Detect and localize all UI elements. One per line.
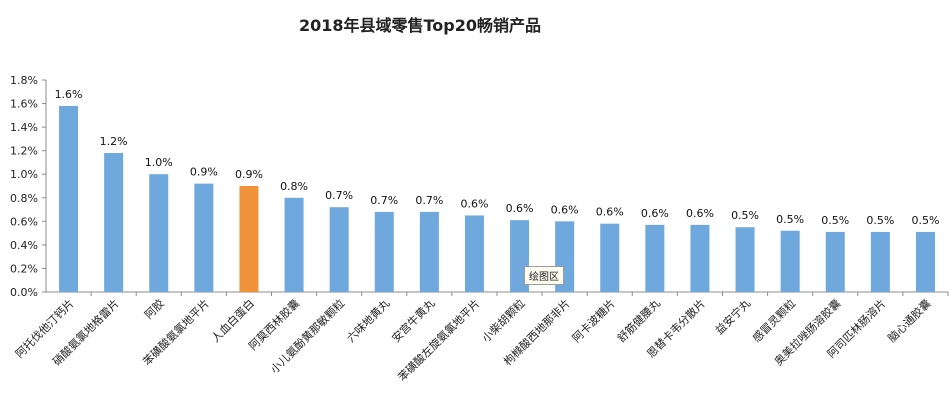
data-label: 0.5% bbox=[866, 214, 894, 227]
x-tick-label: 阿卡波糖片 bbox=[569, 296, 618, 345]
bar bbox=[59, 105, 79, 293]
bar bbox=[735, 227, 755, 292]
data-label: 0.7% bbox=[415, 194, 443, 207]
bar bbox=[329, 207, 349, 292]
bar bbox=[194, 183, 214, 292]
bar bbox=[149, 174, 169, 292]
y-tick-label: 0.6% bbox=[10, 215, 38, 228]
plot-area-tooltip: 绘图区 bbox=[524, 266, 565, 285]
x-tick-label: 脑心通胶囊 bbox=[885, 296, 934, 345]
data-label: 0.6% bbox=[551, 203, 579, 216]
data-label: 0.8% bbox=[280, 180, 308, 193]
bar bbox=[239, 186, 259, 292]
data-label: 0.6% bbox=[686, 207, 714, 220]
data-label: 0.7% bbox=[325, 189, 353, 202]
x-tick-label: 感冒灵颗粒 bbox=[749, 296, 798, 345]
data-label: 0.9% bbox=[235, 168, 263, 181]
bar bbox=[870, 231, 890, 292]
data-label: 0.5% bbox=[776, 213, 804, 226]
data-label: 0.9% bbox=[190, 166, 218, 179]
bar bbox=[419, 211, 439, 292]
x-tick-label: 六味地黄丸 bbox=[344, 296, 393, 345]
bar bbox=[825, 231, 845, 292]
x-tick-label: 苯磺酸左旋氨氯地平片 bbox=[395, 296, 483, 384]
y-tick-label: 0.8% bbox=[10, 192, 38, 205]
data-label: 1.6% bbox=[55, 88, 83, 101]
data-label: 1.0% bbox=[145, 156, 173, 169]
data-label: 0.5% bbox=[731, 209, 759, 222]
x-tick-label: 小柴胡颗粒 bbox=[479, 296, 528, 345]
y-tick-label: 1.8% bbox=[10, 74, 38, 87]
data-label: 0.5% bbox=[821, 214, 849, 227]
bar bbox=[645, 224, 665, 292]
y-tick-label: 0.2% bbox=[10, 262, 38, 275]
data-label: 1.2% bbox=[100, 135, 128, 148]
y-tick-label: 1.0% bbox=[10, 168, 38, 181]
x-tick-label: 舒筋健腰丸 bbox=[614, 296, 663, 345]
bar bbox=[464, 215, 484, 292]
y-tick-label: 0.4% bbox=[10, 239, 38, 252]
data-label: 0.6% bbox=[641, 207, 669, 220]
chart-title: 2018年县域零售Top20畅销产品 bbox=[298, 16, 542, 35]
x-tick-label: 安宫牛黄丸 bbox=[389, 296, 438, 345]
x-tick-label: 小儿氨酚黄那敏颗粒 bbox=[267, 296, 347, 376]
bar bbox=[915, 231, 935, 292]
bar bbox=[104, 153, 124, 292]
data-label: 0.7% bbox=[370, 194, 398, 207]
data-label: 0.6% bbox=[506, 202, 534, 215]
data-label: 0.6% bbox=[596, 206, 624, 219]
data-label: 0.6% bbox=[460, 197, 488, 210]
x-tick-label: 阿胶 bbox=[141, 296, 166, 321]
x-tick-label: 益安宁丸 bbox=[712, 296, 753, 337]
x-tick-label: 人血白蛋白 bbox=[208, 296, 257, 345]
y-tick-label: 1.2% bbox=[10, 145, 38, 158]
bar bbox=[284, 197, 304, 292]
y-tick-label: 1.6% bbox=[10, 98, 38, 111]
data-label: 0.5% bbox=[911, 214, 939, 227]
y-tick-label: 0.0% bbox=[10, 286, 38, 299]
bar bbox=[600, 223, 620, 292]
bar bbox=[780, 230, 800, 292]
y-tick-label: 1.4% bbox=[10, 121, 38, 134]
bar bbox=[374, 211, 394, 292]
bar bbox=[690, 224, 710, 292]
